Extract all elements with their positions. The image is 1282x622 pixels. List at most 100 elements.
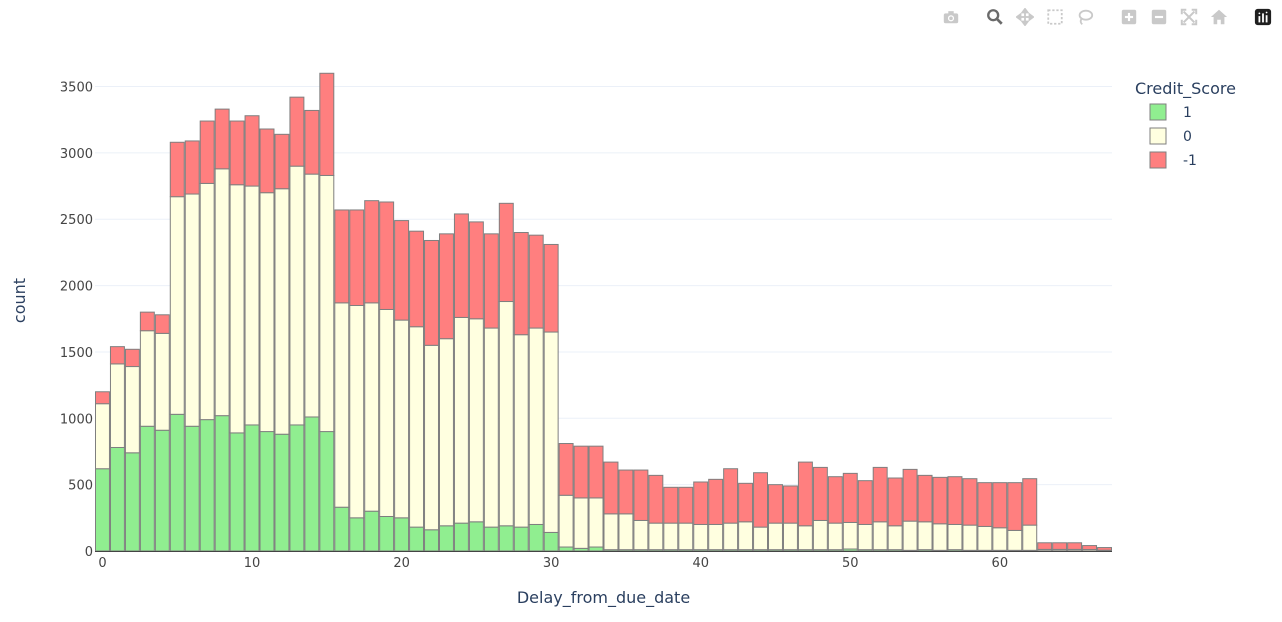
- bar-segment-neg1[interactable]: [633, 469, 649, 521]
- bar-segment-neg1[interactable]: [139, 311, 155, 332]
- bar-segment-0[interactable]: [394, 319, 410, 519]
- bar-segment-0[interactable]: [379, 308, 395, 517]
- bar-segment-1[interactable]: [543, 531, 559, 552]
- bar-segment-0[interactable]: [633, 519, 649, 551]
- bar-segment-neg1[interactable]: [304, 109, 320, 175]
- bar-segment-0[interactable]: [648, 522, 664, 551]
- bar-segment-0[interactable]: [932, 523, 948, 551]
- bar-segment-0[interactable]: [349, 305, 365, 519]
- bar-segment-0[interactable]: [259, 192, 275, 433]
- bar-segment-neg1[interactable]: [1097, 547, 1112, 551]
- bar-segment-0[interactable]: [797, 525, 813, 551]
- lasso-icon[interactable]: [1074, 6, 1096, 28]
- bar-segment-neg1[interactable]: [1052, 542, 1068, 550]
- bar-segment-1[interactable]: [244, 424, 260, 552]
- bar-segment-neg1[interactable]: [753, 472, 769, 528]
- bar-segment-1[interactable]: [139, 425, 155, 552]
- bar-segment-0[interactable]: [483, 327, 499, 528]
- bar-segment-neg1[interactable]: [962, 478, 978, 526]
- bar-segment-neg1[interactable]: [872, 466, 888, 523]
- bar-segment-0[interactable]: [902, 520, 918, 551]
- bar-segment-0[interactable]: [962, 524, 978, 551]
- bar-segment-neg1[interactable]: [857, 480, 873, 525]
- bar-segment-1[interactable]: [349, 517, 365, 552]
- bar-segment-1[interactable]: [229, 432, 245, 552]
- bar-segment-0[interactable]: [573, 497, 589, 549]
- bar-segment-neg1[interactable]: [738, 482, 754, 523]
- bar-segment-1[interactable]: [558, 546, 574, 552]
- bar-segment-neg1[interactable]: [274, 133, 290, 190]
- bar-segment-0[interactable]: [438, 338, 454, 527]
- bar-segment-neg1[interactable]: [169, 141, 185, 198]
- bar-segment-1[interactable]: [274, 433, 290, 552]
- camera-icon[interactable]: [940, 6, 962, 28]
- bar-segment-neg1[interactable]: [244, 115, 260, 187]
- bar-segment-neg1[interactable]: [124, 348, 140, 368]
- bar-segment-neg1[interactable]: [109, 346, 125, 365]
- bar-segment-1[interactable]: [214, 415, 230, 552]
- bar-segment-neg1[interactable]: [543, 243, 559, 333]
- legend-swatch[interactable]: [1149, 127, 1167, 145]
- bar-segment-0[interactable]: [827, 522, 843, 551]
- bar-segment-0[interactable]: [274, 188, 290, 435]
- bar-segment-neg1[interactable]: [364, 200, 380, 304]
- legend-swatch[interactable]: [1149, 103, 1167, 121]
- bar-segment-0[interactable]: [154, 332, 170, 431]
- bar-segment-neg1[interactable]: [229, 120, 245, 186]
- bar-segment-0[interactable]: [812, 519, 828, 551]
- bar-segment-neg1[interactable]: [708, 478, 724, 525]
- bar-segment-1[interactable]: [124, 452, 140, 552]
- bar-segment-0[interactable]: [513, 334, 529, 528]
- bar-segment-neg1[interactable]: [947, 476, 963, 525]
- bar-segment-neg1[interactable]: [663, 486, 679, 524]
- bar-segment-1[interactable]: [304, 416, 320, 552]
- bar-segment-1[interactable]: [334, 506, 350, 552]
- bar-segment-1[interactable]: [259, 431, 275, 552]
- bar-segment-0[interactable]: [872, 521, 888, 551]
- bar-segment-0[interactable]: [184, 193, 200, 427]
- bar-segment-0[interactable]: [1007, 529, 1023, 551]
- bar-segment-0[interactable]: [244, 185, 260, 426]
- autoscale-icon[interactable]: [1178, 6, 1200, 28]
- bar-segment-1[interactable]: [453, 522, 469, 552]
- bar-segment-0[interactable]: [229, 184, 245, 434]
- bar-segment-neg1[interactable]: [513, 232, 529, 336]
- legend-swatch[interactable]: [1149, 151, 1167, 169]
- bar-segment-0[interactable]: [857, 523, 873, 551]
- bar-segment-1[interactable]: [438, 525, 454, 552]
- bar-segment-neg1[interactable]: [394, 220, 410, 321]
- bar-segment-1[interactable]: [528, 523, 544, 552]
- bar-segment-neg1[interactable]: [812, 466, 828, 521]
- bar-segment-neg1[interactable]: [842, 472, 858, 523]
- bar-segment-0[interactable]: [409, 326, 425, 528]
- bar-segment-0[interactable]: [723, 522, 739, 551]
- bar-segment-0[interactable]: [992, 527, 1008, 551]
- bar-segment-neg1[interactable]: [797, 461, 813, 527]
- pan-icon[interactable]: [1014, 6, 1036, 28]
- bar-segment-1[interactable]: [513, 526, 529, 552]
- bar-segment-0[interactable]: [124, 366, 140, 454]
- bar-segment-0[interactable]: [304, 173, 320, 418]
- bar-segment-0[interactable]: [424, 344, 439, 531]
- bar-segment-0[interactable]: [738, 521, 754, 551]
- box-select-icon[interactable]: [1044, 6, 1066, 28]
- bar-segment-0[interactable]: [678, 522, 694, 551]
- bar-segment-1[interactable]: [95, 468, 110, 552]
- bar-segment-neg1[interactable]: [214, 108, 230, 170]
- bar-segment-0[interactable]: [139, 330, 155, 427]
- legend-label[interactable]: 1: [1183, 105, 1192, 121]
- legend-label[interactable]: 0: [1183, 129, 1192, 145]
- bar-segment-1[interactable]: [409, 526, 425, 552]
- bar-segment-0[interactable]: [782, 522, 798, 551]
- bar-segment-0[interactable]: [468, 318, 484, 523]
- bar-segment-neg1[interactable]: [528, 234, 544, 329]
- bar-segment-neg1[interactable]: [977, 482, 993, 527]
- bar-segment-1[interactable]: [498, 525, 514, 552]
- bar-segment-neg1[interactable]: [468, 221, 484, 320]
- bar-segment-1[interactable]: [199, 419, 215, 552]
- bar-segment-neg1[interactable]: [349, 209, 365, 306]
- bar-segment-1[interactable]: [468, 521, 484, 552]
- bar-segment-0[interactable]: [618, 513, 634, 551]
- bar-segment-neg1[interactable]: [1082, 545, 1098, 551]
- bar-segment-0[interactable]: [498, 301, 514, 527]
